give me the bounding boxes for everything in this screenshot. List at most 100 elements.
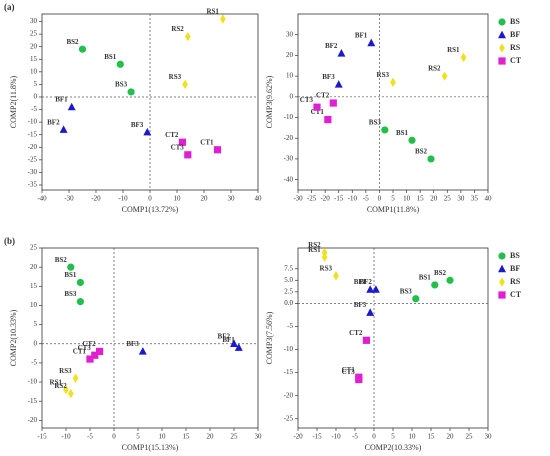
y-tick-label: 2.5 xyxy=(284,287,293,295)
point-label: BF2 xyxy=(325,42,338,50)
point xyxy=(337,49,346,57)
x-axis-title: COMP1(11.8%) xyxy=(367,205,420,214)
point xyxy=(230,339,238,347)
point-label: BS2 xyxy=(434,269,447,277)
legend-label: CT xyxy=(510,290,522,299)
point-label: BF1 xyxy=(222,336,235,344)
y-axis-title: COMP3(7.56%) xyxy=(265,311,274,364)
x-tick-label: -5 xyxy=(363,195,369,203)
x-tick-label: 5 xyxy=(391,195,395,203)
x-tick-label: 0 xyxy=(112,433,116,441)
x-tick-label: -20 xyxy=(91,195,101,203)
legend-label: BS xyxy=(510,17,520,26)
point-label: BS3 xyxy=(400,287,413,295)
y-tick-label: -5 xyxy=(31,359,37,367)
point xyxy=(184,151,192,159)
y-tick-label: 30 xyxy=(30,17,38,25)
y-tick-label: -5 xyxy=(31,105,37,113)
point-label: RS3 xyxy=(59,367,72,375)
point xyxy=(371,285,380,293)
point-label: BF2 xyxy=(359,278,372,286)
x-tick-label: 10 xyxy=(174,195,182,203)
point xyxy=(67,263,75,271)
point-label: CT3 xyxy=(342,368,356,376)
point xyxy=(96,347,104,356)
x-tick-label: 30 xyxy=(485,433,493,441)
point xyxy=(460,52,467,63)
x-axis-title: COMP2(10.33%) xyxy=(365,443,422,452)
x-tick-label: 10 xyxy=(159,433,167,441)
y-tick-label: 0.0 xyxy=(284,299,293,307)
y-tick-label: 0 xyxy=(34,339,38,347)
point xyxy=(366,308,375,316)
x-tick-label: 25 xyxy=(231,433,239,441)
point xyxy=(138,347,147,355)
point xyxy=(76,278,84,287)
x-tick-label: -10 xyxy=(61,433,71,441)
panel-label: (a) xyxy=(4,2,15,12)
y-tick-label: -15 xyxy=(284,368,294,376)
point-label: RS1 xyxy=(50,378,63,386)
y-tick-label: 15 xyxy=(30,282,38,290)
point-label: BS3 xyxy=(115,81,128,89)
point-label: RS3 xyxy=(320,264,333,272)
legend-marker xyxy=(498,30,506,39)
point-label: BF2 xyxy=(218,332,231,340)
point-label: RS2 xyxy=(308,241,321,249)
point-label: BF3 xyxy=(131,121,144,129)
point-label: BS1 xyxy=(396,129,409,137)
point xyxy=(59,125,68,133)
x-axis-title: COMP1(15.13%) xyxy=(122,443,179,452)
y-axis-title: COMP2(11.8%) xyxy=(9,75,18,128)
point-label: RS1 xyxy=(206,8,219,16)
legend-label: BF xyxy=(510,30,520,39)
x-tick-label: 40 xyxy=(255,195,263,203)
x-tick-label: -40 xyxy=(37,195,47,203)
point-label: CT2 xyxy=(165,131,179,139)
point-label: CT2 xyxy=(316,92,330,100)
point-label: BF3 xyxy=(322,73,335,81)
x-tick-label: -25 xyxy=(307,195,317,203)
point-label: RS2 xyxy=(54,382,67,390)
plot-frame xyxy=(297,13,489,191)
x-tick-label: -20 xyxy=(293,433,303,441)
x-tick-label: -5 xyxy=(352,433,358,441)
x-tick-label: 20 xyxy=(201,195,209,203)
point-label: CT1 xyxy=(311,108,325,116)
x-tick-label: -15 xyxy=(334,195,344,203)
y-tick-label: 30 xyxy=(286,30,294,38)
y-tick-label: 5 xyxy=(34,80,38,88)
x-tick-label: 25 xyxy=(444,195,452,203)
point xyxy=(381,126,389,134)
y-tick-label: 25 xyxy=(30,244,38,252)
point xyxy=(366,285,375,293)
point xyxy=(355,375,363,384)
x-tick-label: 10 xyxy=(409,433,417,441)
point xyxy=(76,298,84,306)
y-tick-label: -30 xyxy=(28,168,38,176)
x-tick-label: -5 xyxy=(87,433,93,441)
point xyxy=(143,127,152,136)
point-label: BS2 xyxy=(66,38,79,46)
point-label: RS2 xyxy=(171,25,184,33)
point-label: BF3 xyxy=(126,340,139,348)
point-label: RS3 xyxy=(377,71,390,79)
point-label: RS3 xyxy=(169,73,182,81)
y-tick-label: -40 xyxy=(284,175,294,183)
point-label: BF1 xyxy=(55,96,68,104)
x-tick-label: 30 xyxy=(457,195,465,203)
point xyxy=(67,102,76,111)
point xyxy=(321,247,328,258)
x-tick-label: 10 xyxy=(403,195,411,203)
point xyxy=(78,45,87,53)
y-tick-label: -10 xyxy=(28,378,38,386)
point-label: CT2 xyxy=(82,340,96,348)
x-tick-label: 5 xyxy=(391,433,395,441)
x-tick-label: -30 xyxy=(293,195,303,203)
point xyxy=(213,146,222,154)
y-tick-label: -10 xyxy=(284,345,294,353)
x-tick-label: 20 xyxy=(447,433,455,441)
legend-label: RS xyxy=(510,43,521,52)
y-tick-label: 7.5 xyxy=(284,264,293,272)
legend-label: CT xyxy=(510,56,522,65)
